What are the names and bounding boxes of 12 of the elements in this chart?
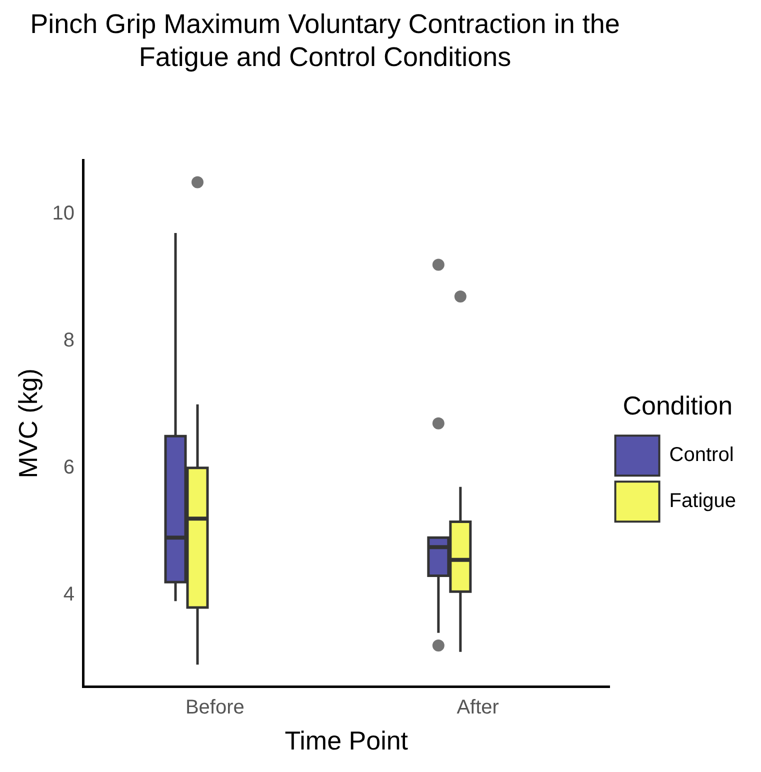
y-tick-label: 6 <box>63 456 74 478</box>
legend-label: Control <box>669 444 734 466</box>
y-tick-label: 10 <box>52 202 74 224</box>
x-tick-label: After <box>456 696 500 718</box>
legend-label: Fatigue <box>669 490 736 512</box>
chart-title: Pinch Grip Maximum Voluntary Contraction in the Fatigue and Control Conditions <box>29 8 621 74</box>
x-tick-label: Before <box>185 696 244 718</box>
y-axis-title: MVC (kg) <box>12 368 43 478</box>
y-tick-label: 4 <box>63 583 74 606</box>
legend-title: Condition <box>622 390 733 421</box>
x-axis-title: Time Point <box>284 726 409 756</box>
y-tick-label: 8 <box>63 329 74 352</box>
